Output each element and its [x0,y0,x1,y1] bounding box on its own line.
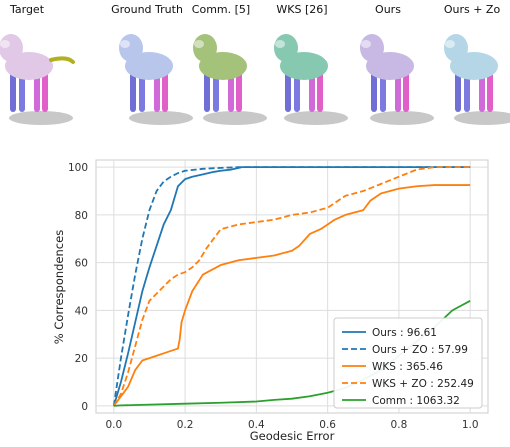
leg [395,72,401,112]
legend-label: WKS + ZO : 252.49 [372,378,474,390]
leg [455,72,461,112]
shadow [9,111,73,125]
leg [317,72,323,112]
leg [294,72,300,112]
tail [49,56,75,64]
snout [361,40,371,48]
head [274,34,298,62]
leg [19,72,25,112]
y-tick-label: 60 [75,258,88,270]
x-tick-label: 0.8 [391,419,408,431]
legend-items: Ours : 96.61 Ours + ZO : 57.99 WKS : 365.4… [342,327,474,407]
y-tick-label: 80 [75,210,88,222]
shadow [454,111,510,125]
leg [380,72,386,112]
leg [487,72,493,112]
leg [10,72,16,112]
cdf-chart: 0.0 0.2 0.4 0.6 0.8 1.0 0 20 40 60 80 100 Geodesic … [52,159,489,443]
y-tick-label: 40 [75,305,88,317]
leg [403,72,409,112]
head [193,34,217,62]
legend: Ours : 96.61 Ours + ZO : 57.99 WKS : 365.4… [333,317,483,409]
leg [309,72,315,112]
animal-figure [119,34,173,112]
series-line [112,166,471,406]
shadow [129,111,193,125]
shadow [284,111,348,125]
x-axis-label: Geodesic Error [250,429,335,443]
leg [42,72,48,112]
shape-panel: Ours [360,3,434,125]
legend-label: Comm : 1063.32 [372,395,460,407]
shape-panel: Ours + Zo [444,3,510,125]
leg [371,72,377,112]
panel-title: Ours [375,3,401,16]
legend-label: Ours : 96.61 [372,327,437,339]
leg [162,72,168,112]
panel-title: Comm. [5] [192,3,250,16]
y-tick-label: 20 [75,353,88,365]
x-tick-label: 1.0 [462,419,479,431]
legend-label: Ours + ZO : 57.99 [372,344,468,356]
shadow [370,111,434,125]
leg [479,72,485,112]
shape-panel: Comm. [5] [192,3,267,125]
panel-title: Ours + Zo [444,3,501,16]
leg [34,72,40,112]
series-line [113,166,471,407]
snout [445,40,455,48]
x-tick-label: 0.2 [177,419,194,431]
leg [204,72,210,112]
leg [236,72,242,112]
shape-panel: WKS [26] [274,3,348,125]
animal-figure [274,34,328,112]
head [360,34,384,62]
leg [213,72,219,112]
tick-labels: 0.0 0.2 0.4 0.6 0.8 1.0 0 20 40 60 80 100 [68,162,479,431]
y-axis-label: % Correspondences [52,230,66,344]
animal-figure [360,34,414,112]
animal-figure [444,34,498,112]
x-tick-label: 0.6 [319,419,336,431]
shape-panel-row: Target Ground Truth Comm. [5] WKS [26] Ours O… [0,3,510,125]
legend-label: WKS : 365.46 [372,361,443,373]
leg [130,72,136,112]
leg [139,72,145,112]
leg [228,72,234,112]
y-tick-label: 0 [81,401,88,413]
head [0,34,23,62]
panel-title: WKS [26] [276,3,327,16]
leg [464,72,470,112]
animal-figure [193,34,247,112]
leg [285,72,291,112]
panel-title: Target [9,3,45,16]
panel-title: Ground Truth [111,3,183,16]
snout [0,40,10,48]
shape-panel: Target [0,3,75,125]
shape-panel: Ground Truth [111,3,193,125]
shadow [203,111,267,125]
head [444,34,468,62]
legend-box [333,317,483,409]
animal-figure [0,34,75,112]
snout [194,40,204,48]
x-tick-label: 0.4 [248,419,265,431]
y-tick-label: 100 [68,162,88,174]
snout [275,40,285,48]
snout [120,40,130,48]
series-line [113,184,471,407]
leg [154,72,160,112]
x-tick-label: 0.0 [105,419,122,431]
head [119,34,143,62]
